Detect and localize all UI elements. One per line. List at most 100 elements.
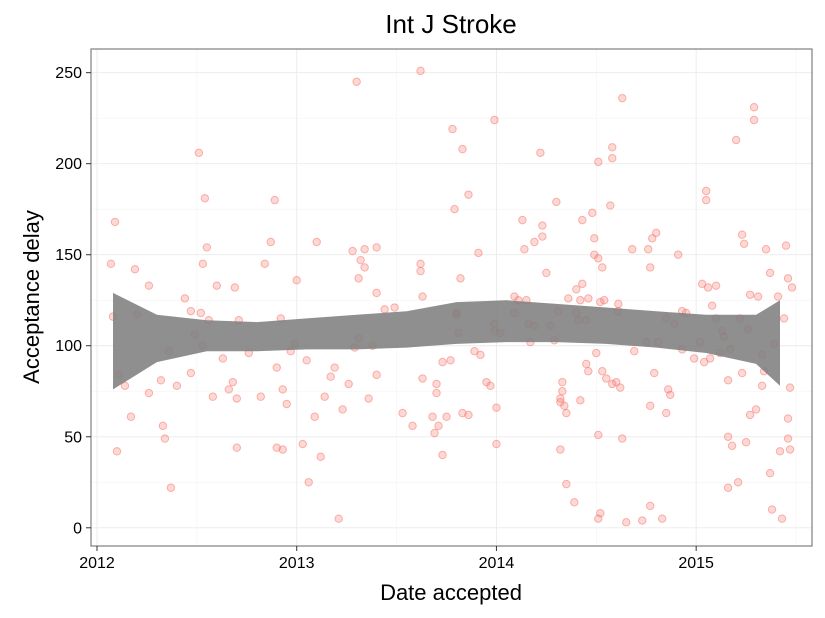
data-point (785, 445, 795, 454)
data-point (783, 274, 793, 283)
y-tick-label: 150 (55, 247, 82, 264)
data-point (673, 250, 683, 259)
data-point (564, 294, 573, 303)
grid (91, 49, 812, 546)
data-point (757, 381, 767, 390)
data-point (330, 363, 339, 372)
data-point (584, 294, 593, 303)
data-point (596, 297, 605, 307)
data-point (126, 412, 136, 421)
data-point (737, 368, 747, 378)
data-point (773, 292, 783, 301)
chart-title: Int J Stroke (385, 9, 517, 39)
data-point (270, 195, 279, 205)
data-point (608, 143, 617, 152)
data-point (616, 383, 625, 392)
confidence-band (113, 292, 780, 390)
data-point (644, 245, 653, 254)
data-point (592, 348, 601, 358)
data-point (232, 394, 241, 403)
data-point (418, 292, 427, 301)
data-point (312, 237, 321, 247)
data-point (272, 363, 281, 372)
data-point (785, 383, 795, 392)
data-point (536, 148, 545, 157)
data-point (584, 367, 593, 376)
data-point (186, 306, 196, 316)
data-point (432, 379, 441, 389)
data-point (612, 377, 621, 387)
x-tick-label: 2014 (479, 555, 515, 572)
data-point (310, 412, 319, 421)
data-point (578, 215, 587, 225)
data-point (761, 245, 771, 254)
data-point (130, 265, 140, 274)
data-point (570, 498, 579, 507)
data-point (464, 410, 473, 420)
data-point (739, 239, 749, 248)
data-point (652, 228, 661, 238)
data-point (172, 381, 182, 390)
data-point (372, 370, 381, 380)
data-point (398, 408, 407, 418)
data-point (334, 514, 343, 523)
data-point (779, 314, 789, 323)
data-point (556, 394, 565, 403)
data-point (428, 412, 437, 421)
data-point (697, 279, 707, 289)
data-point (202, 243, 212, 252)
data-point (650, 368, 659, 378)
data-point (562, 408, 571, 418)
data-point (110, 217, 120, 227)
data-point (430, 428, 439, 438)
data-point (218, 354, 228, 363)
data-point (416, 259, 425, 269)
data-point (364, 394, 373, 403)
data-point (783, 434, 793, 443)
points-layer (106, 66, 797, 527)
data-point (749, 115, 759, 125)
data-point (348, 246, 357, 256)
x-axis-title: Date accepted (380, 580, 522, 605)
data-point (520, 245, 529, 254)
data-point (474, 248, 483, 258)
data-point (765, 468, 775, 478)
data-point (596, 509, 605, 518)
data-point (160, 434, 170, 443)
data-point (701, 186, 711, 196)
data-point (783, 414, 793, 423)
data-point (438, 450, 447, 460)
data-point (749, 103, 759, 112)
data-point (705, 354, 715, 363)
data-point (628, 245, 637, 254)
data-point (302, 356, 311, 365)
data-point (344, 379, 353, 389)
data-point (232, 443, 241, 452)
data-point (432, 388, 441, 398)
plot-panel (90, 48, 813, 547)
data-point (352, 77, 361, 86)
data-point (751, 405, 761, 414)
data-point (542, 268, 551, 278)
data-point (594, 157, 603, 167)
data-point (646, 501, 655, 511)
data-point (490, 115, 499, 125)
data-point (582, 359, 591, 369)
data-point (418, 374, 427, 383)
data-point (552, 197, 561, 207)
smooth-band-layer (113, 292, 780, 390)
data-point (745, 410, 755, 420)
data-point (448, 124, 457, 134)
data-point (630, 347, 639, 356)
y-axis: 0 50 100 150 200 250 (55, 65, 91, 537)
data-point (723, 483, 733, 492)
data-point (224, 385, 234, 394)
data-point (120, 381, 130, 390)
data-point (320, 392, 329, 401)
data-point (416, 266, 425, 276)
data-point (646, 263, 655, 272)
x-tick-label: 2013 (279, 555, 315, 572)
data-point (775, 447, 785, 456)
data-point (723, 432, 733, 441)
data-point (278, 385, 287, 394)
